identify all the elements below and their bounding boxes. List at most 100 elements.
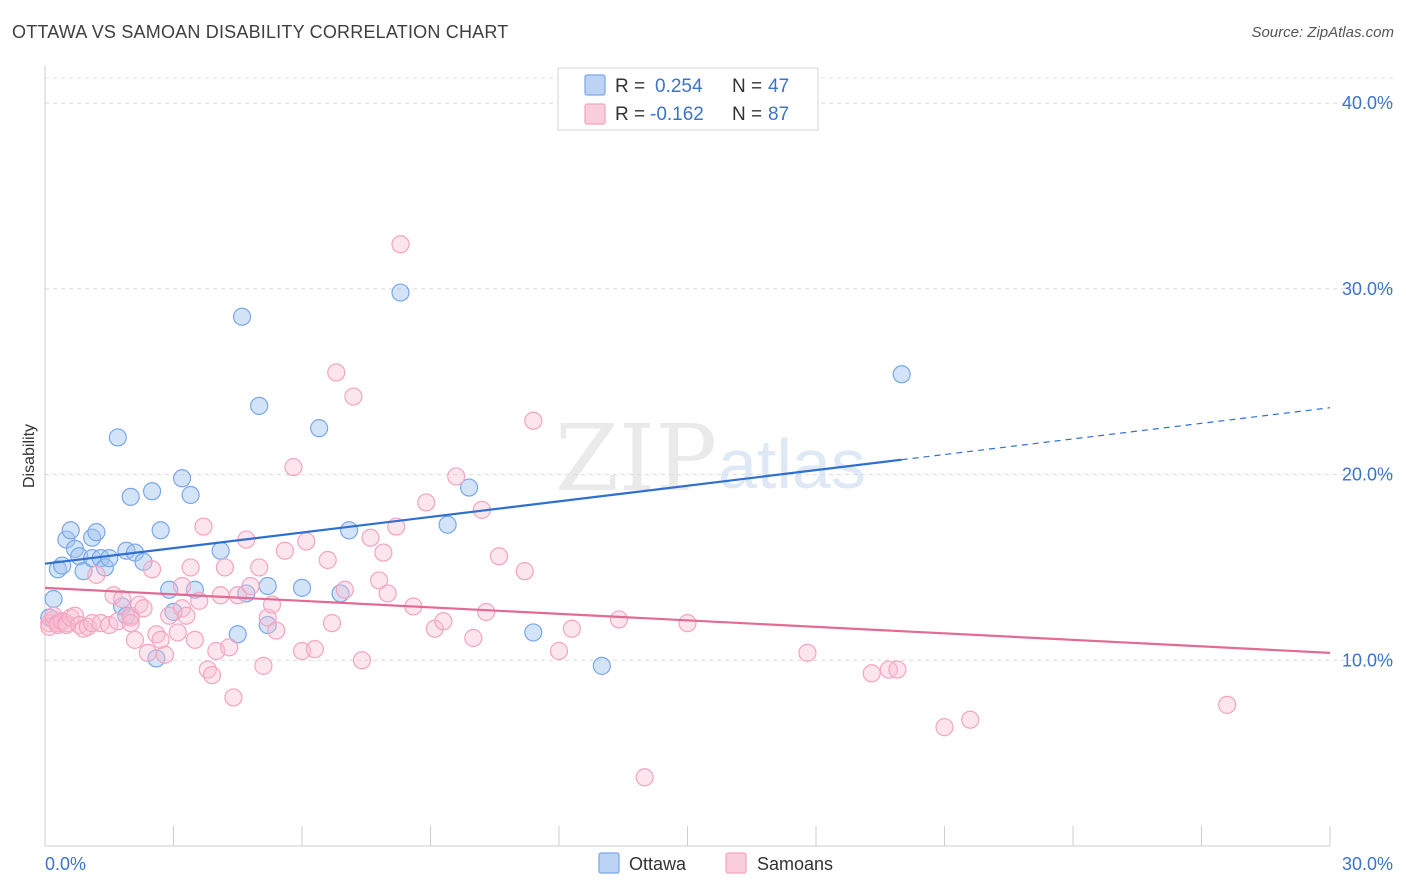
- y-tick-label: 20.0%: [1342, 465, 1393, 485]
- data-point-samoans: [284, 458, 303, 477]
- data-point-samoans: [524, 411, 543, 430]
- data-point-samoans: [378, 584, 397, 603]
- chart-source: Source: ZipAtlas.com: [1251, 24, 1394, 41]
- legend-swatch-samoans: [584, 103, 606, 125]
- data-point-samoans: [142, 560, 162, 579]
- data-point-ottawa: [108, 428, 127, 447]
- data-point-samoans: [344, 387, 363, 406]
- data-point-ottawa: [100, 549, 119, 568]
- watermark-atlas: atlas: [718, 425, 866, 503]
- legend-swatch-ottawa: [584, 74, 606, 96]
- data-point-ottawa: [438, 515, 457, 534]
- data-point-ottawa: [228, 625, 247, 644]
- legend-n-value-ottawa: 47: [768, 76, 789, 97]
- y-tick-label: 30.0%: [1342, 279, 1393, 299]
- data-point-samoans: [489, 547, 509, 566]
- watermark-zip: ZIP: [555, 405, 717, 512]
- data-point-samoans: [220, 638, 239, 657]
- trend-line-samoans: [44, 586, 1331, 654]
- legend-r-label-samoans: R =: [615, 104, 645, 125]
- data-point-ottawa: [292, 578, 312, 597]
- data-point-samoans: [562, 619, 581, 638]
- data-point-ottawa: [44, 589, 63, 609]
- data-point-ottawa: [151, 521, 170, 540]
- data-point-ottawa: [459, 478, 479, 497]
- data-point-samoans: [888, 660, 907, 679]
- data-point-samoans: [935, 718, 954, 737]
- y-axis-label: Disability: [21, 424, 38, 488]
- data-point-samoans: [228, 586, 247, 605]
- data-point-samoans: [241, 576, 260, 596]
- x-tick-label: 0.0%: [45, 854, 86, 874]
- bottom-legend-swatch-samoans: [725, 852, 747, 874]
- watermark: ZIP atlas: [555, 405, 866, 512]
- series-samoans: [40, 235, 1237, 787]
- data-point-samoans: [798, 643, 817, 662]
- y-tick-label: 10.0%: [1342, 650, 1393, 670]
- data-point-samoans: [374, 543, 393, 562]
- data-point-ottawa: [340, 521, 359, 540]
- data-point-samoans: [254, 656, 273, 675]
- bottom-legend-swatch-ottawa: [598, 852, 620, 874]
- data-point-samoans: [194, 517, 213, 536]
- data-point-samoans: [515, 562, 534, 581]
- legend-r-label-ottawa: R =: [615, 76, 645, 97]
- data-point-samoans: [464, 628, 483, 648]
- data-point-ottawa: [592, 656, 611, 675]
- data-point-ottawa: [142, 482, 162, 501]
- data-point-samoans: [327, 363, 346, 382]
- data-point-samoans: [477, 602, 496, 622]
- legend-n-label-ottawa: N =: [732, 76, 762, 97]
- bottom-legend-label-samoans: Samoans: [757, 854, 833, 874]
- data-point-samoans: [352, 651, 372, 670]
- data-point-samoans: [112, 589, 132, 609]
- legend-r-value-samoans: -0.162: [650, 104, 704, 125]
- series-legend: Ottawa Samoans: [598, 852, 833, 874]
- legend-n-value-samoans: 87: [768, 104, 789, 125]
- data-point-samoans: [125, 630, 145, 649]
- data-point-ottawa: [250, 396, 269, 415]
- data-point-samoans: [447, 467, 466, 486]
- data-point-ottawa: [232, 307, 252, 326]
- data-point-samoans: [177, 606, 196, 625]
- gridlines: [45, 77, 1395, 661]
- data-point-samoans: [635, 768, 654, 787]
- data-point-samoans: [65, 606, 85, 625]
- data-point-samoans: [275, 541, 294, 560]
- data-point-ottawa: [892, 365, 911, 384]
- data-point-samoans: [1218, 695, 1237, 714]
- correlation-legend: R = 0.254 N = 47 R = -0.162 N = 87: [557, 67, 819, 131]
- data-point-samoans: [862, 664, 881, 683]
- data-point-ottawa: [61, 521, 80, 540]
- data-point-samoans: [138, 643, 157, 662]
- y-tick-label: 40.0%: [1342, 93, 1393, 113]
- data-point-samoans: [391, 235, 410, 254]
- data-point-samoans: [322, 614, 342, 633]
- data-point-ottawa: [211, 541, 230, 560]
- trend-line-extension-ottawa: [901, 407, 1331, 461]
- data-point-ottawa: [53, 556, 72, 575]
- data-point-samoans: [267, 621, 286, 640]
- data-point-samoans: [224, 688, 243, 707]
- data-point-samoans: [151, 630, 170, 649]
- data-point-samoans: [318, 550, 337, 570]
- data-point-samoans: [434, 612, 453, 631]
- axes: [44, 66, 1331, 847]
- data-point-samoans: [335, 580, 354, 599]
- data-point-samoans: [215, 558, 234, 577]
- data-point-ottawa: [87, 523, 106, 542]
- data-point-samoans: [361, 528, 380, 547]
- data-point-samoans: [297, 532, 316, 551]
- data-point-samoans: [121, 614, 140, 633]
- trend-lines: [44, 407, 1331, 654]
- data-point-samoans: [961, 710, 980, 729]
- data-point-samoans: [678, 614, 697, 633]
- data-point-samoans: [155, 645, 175, 664]
- legend-r-value-ottawa: 0.254: [655, 76, 703, 97]
- data-point-ottawa: [524, 623, 543, 642]
- data-point-samoans: [202, 666, 222, 685]
- data-point-samoans: [172, 576, 192, 596]
- data-point-ottawa: [258, 576, 277, 596]
- chart-title: OTTAWA VS SAMOAN DISABILITY CORRELATION …: [12, 22, 509, 42]
- data-point-ottawa: [181, 485, 200, 505]
